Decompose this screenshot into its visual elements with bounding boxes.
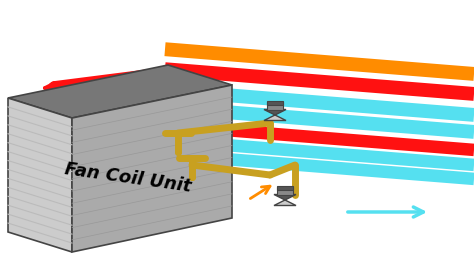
Polygon shape	[8, 65, 232, 118]
Bar	[277, 187, 293, 194]
Polygon shape	[160, 40, 474, 235]
Polygon shape	[264, 115, 286, 121]
Polygon shape	[274, 194, 296, 200]
Polygon shape	[264, 109, 286, 115]
Text: Fan Coil Unit: Fan Coil Unit	[64, 160, 192, 196]
Bar	[277, 186, 293, 190]
Polygon shape	[72, 85, 232, 252]
Bar	[267, 101, 283, 105]
Polygon shape	[274, 200, 296, 206]
Polygon shape	[8, 98, 72, 252]
Bar	[267, 102, 283, 109]
